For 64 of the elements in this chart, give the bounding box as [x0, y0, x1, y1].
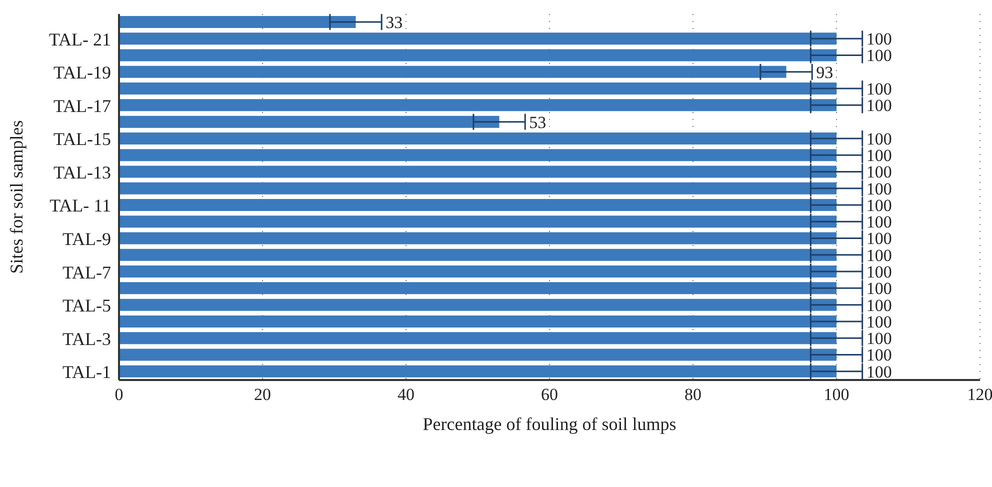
data-label: 100 [866, 346, 892, 365]
data-label: 100 [866, 312, 892, 332]
bar [119, 298, 836, 311]
data-label: 100 [866, 46, 892, 66]
data-label: 100 [866, 262, 892, 282]
x-tick-label: 40 [398, 385, 414, 404]
x-tick-label: 60 [541, 385, 558, 404]
data-label: 100 [866, 229, 892, 248]
bar [119, 149, 836, 162]
bar [119, 166, 836, 178]
y-tick-label: TAL-7 [62, 262, 111, 282]
x-tick-label: 20 [254, 385, 271, 404]
y-tick-label: TAL-17 [53, 96, 111, 116]
bar [119, 315, 836, 328]
bar [119, 82, 836, 95]
y-tick-label: TAL-19 [53, 62, 111, 83]
bar [119, 365, 836, 378]
bar [119, 182, 836, 194]
bar [119, 116, 500, 128]
data-label: 100 [866, 362, 892, 382]
bar [119, 266, 836, 278]
data-label: 100 [866, 279, 892, 298]
y-tick-label: TAL-13 [53, 162, 111, 182]
bar [119, 99, 836, 112]
data-label: 100 [866, 30, 892, 49]
bar [119, 16, 356, 28]
data-label: 100 [866, 146, 892, 166]
y-tick-label: TAL-15 [53, 129, 111, 150]
bar [119, 232, 836, 244]
data-label: 100 [866, 79, 892, 98]
y-tick-label: TAL-1 [62, 362, 111, 382]
bar [119, 282, 836, 294]
data-label: 93 [816, 62, 834, 82]
data-label: 53 [529, 112, 546, 132]
data-label: 100 [866, 196, 892, 215]
data-label: 100 [866, 329, 892, 348]
data-label: 100 [866, 212, 892, 232]
bar [119, 248, 836, 261]
y-tick-label: TAL- 21 [48, 29, 111, 50]
y-axis-title: Sites for soil samples [6, 120, 26, 274]
bar [119, 332, 836, 344]
y-tick-label: TAL-5 [62, 296, 111, 316]
data-label: 100 [866, 179, 892, 198]
data-label: 33 [386, 12, 403, 32]
y-tick-label: TAL- 11 [50, 196, 111, 216]
y-tick-label: TAL-3 [62, 328, 111, 349]
data-label: 100 [866, 162, 892, 182]
data-label: 100 [866, 96, 892, 116]
data-label: 100 [866, 296, 892, 315]
x-axis-title: Percentage of fouling of soil lumps [422, 414, 676, 434]
bar [119, 216, 836, 228]
x-tick-label: 0 [114, 385, 124, 404]
bar [119, 66, 786, 78]
data-label: 100 [866, 246, 892, 265]
y-tick-label: TAL-9 [62, 228, 111, 249]
x-tick-label: 80 [684, 385, 702, 404]
bar [119, 199, 836, 211]
x-tick-label: 100 [824, 385, 850, 404]
bar [119, 49, 836, 62]
bar [119, 348, 836, 361]
bar [119, 132, 836, 144]
bar [119, 32, 836, 45]
data-label: 100 [866, 129, 892, 148]
x-tick-label: 120 [967, 385, 992, 404]
